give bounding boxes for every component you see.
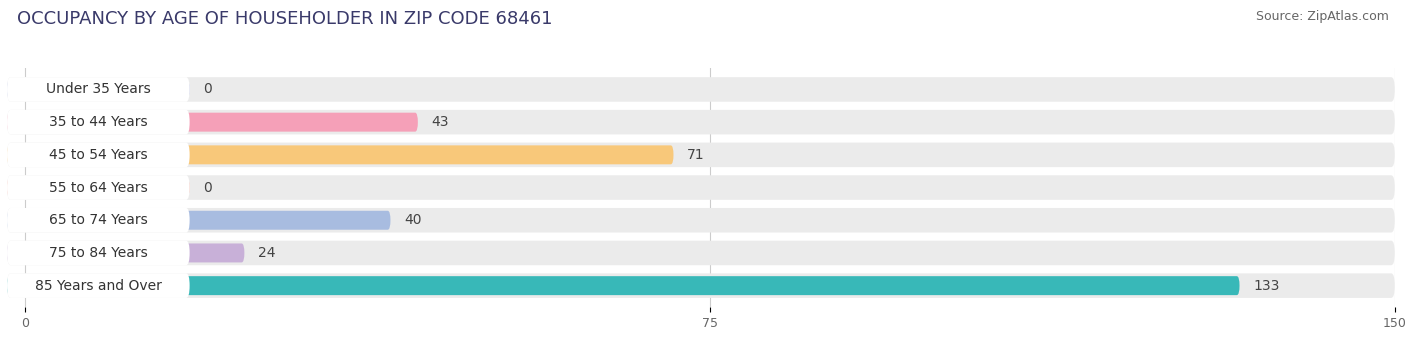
Text: 0: 0 [204, 180, 212, 195]
FancyBboxPatch shape [7, 208, 1395, 233]
Text: 65 to 74 Years: 65 to 74 Years [49, 213, 148, 227]
Text: 45 to 54 Years: 45 to 54 Years [49, 148, 148, 162]
Text: 24: 24 [259, 246, 276, 260]
FancyBboxPatch shape [7, 273, 190, 298]
FancyBboxPatch shape [7, 77, 1395, 102]
FancyBboxPatch shape [7, 175, 1395, 200]
FancyBboxPatch shape [7, 113, 418, 132]
FancyBboxPatch shape [7, 276, 1240, 295]
FancyBboxPatch shape [7, 143, 1395, 167]
Text: 0: 0 [204, 83, 212, 97]
FancyBboxPatch shape [7, 178, 190, 197]
Text: 40: 40 [404, 213, 422, 227]
FancyBboxPatch shape [7, 110, 1395, 134]
FancyBboxPatch shape [7, 143, 190, 167]
Text: 43: 43 [432, 115, 449, 129]
FancyBboxPatch shape [7, 175, 190, 200]
FancyBboxPatch shape [7, 241, 190, 265]
Text: 85 Years and Over: 85 Years and Over [35, 279, 162, 293]
FancyBboxPatch shape [7, 80, 190, 99]
Text: 75 to 84 Years: 75 to 84 Years [49, 246, 148, 260]
FancyBboxPatch shape [7, 211, 391, 230]
Text: 133: 133 [1253, 279, 1279, 293]
FancyBboxPatch shape [7, 243, 245, 263]
Text: Under 35 Years: Under 35 Years [46, 83, 150, 97]
Text: OCCUPANCY BY AGE OF HOUSEHOLDER IN ZIP CODE 68461: OCCUPANCY BY AGE OF HOUSEHOLDER IN ZIP C… [17, 10, 553, 28]
FancyBboxPatch shape [7, 273, 1395, 298]
Text: 55 to 64 Years: 55 to 64 Years [49, 180, 148, 195]
Text: Source: ZipAtlas.com: Source: ZipAtlas.com [1256, 10, 1389, 23]
Text: 71: 71 [688, 148, 704, 162]
FancyBboxPatch shape [7, 208, 190, 233]
FancyBboxPatch shape [7, 110, 190, 134]
FancyBboxPatch shape [7, 145, 673, 164]
FancyBboxPatch shape [7, 77, 190, 102]
Text: 35 to 44 Years: 35 to 44 Years [49, 115, 148, 129]
FancyBboxPatch shape [7, 241, 1395, 265]
